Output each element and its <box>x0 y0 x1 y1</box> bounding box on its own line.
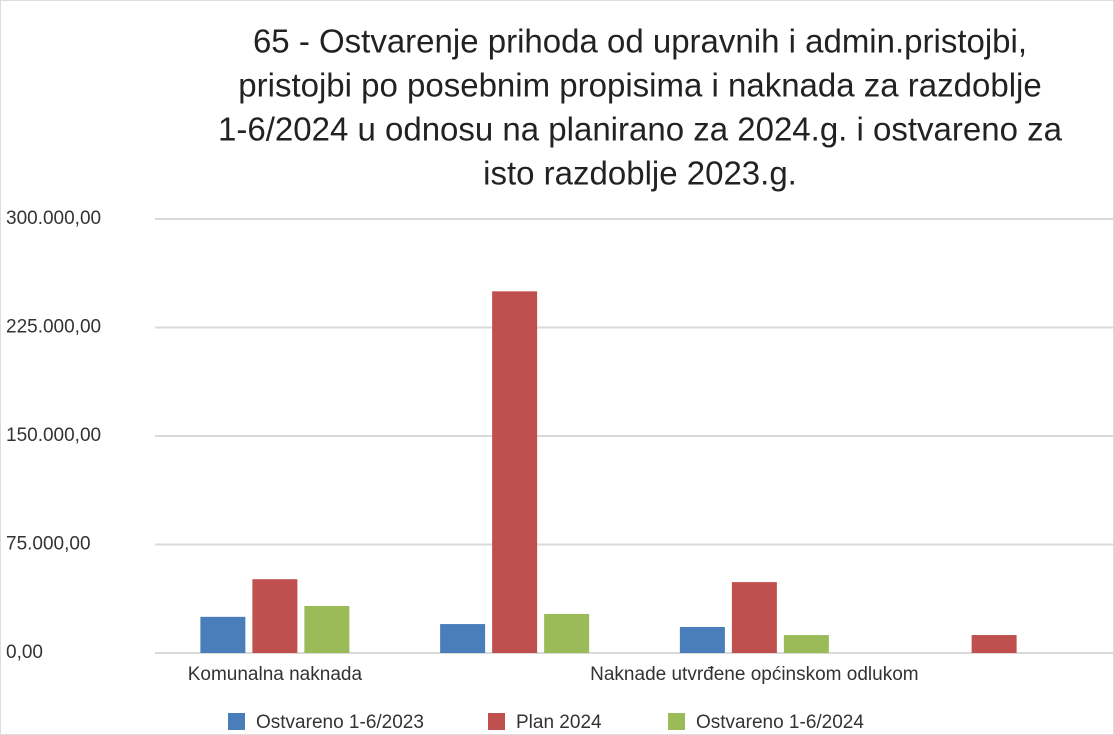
bar <box>252 579 298 653</box>
bar <box>200 616 246 653</box>
bar <box>731 582 777 653</box>
y-tick-label: 75.000,00 <box>6 534 91 555</box>
y-tick-label: 225.000,00 <box>6 317 101 338</box>
legend-swatch <box>668 713 685 730</box>
y-tick-label: 0,00 <box>6 642 43 663</box>
chart-title: 65 - Ostvarenje prihoda od upravnih i ad… <box>253 23 1027 60</box>
bar <box>544 613 590 653</box>
legend-swatch <box>228 713 245 730</box>
bar <box>304 605 350 653</box>
x-tick-label: Komunalna naknada <box>188 664 363 685</box>
bar <box>492 291 538 653</box>
x-tick-label: Naknade utvrđene općinskom odlukom <box>590 664 918 685</box>
y-tick-label: 300.000,00 <box>6 208 101 229</box>
chart-title: pristojbi po posebnim propisima i naknad… <box>238 67 1041 104</box>
chart-title: isto razdoblje 2023.g. <box>483 155 797 192</box>
y-tick-label: 150.000,00 <box>6 425 101 446</box>
chart-title: 1-6/2024 u odnosu na planirano za 2024.g… <box>218 111 1063 148</box>
legend-label: Ostvareno 1-6/2023 <box>256 712 424 733</box>
bar <box>440 624 486 653</box>
legend-swatch <box>488 713 505 730</box>
legend-label: Plan 2024 <box>516 712 602 733</box>
legend-label: Ostvareno 1-6/2024 <box>696 712 864 733</box>
bar <box>679 626 725 653</box>
bar <box>971 635 1017 653</box>
bar <box>783 635 829 653</box>
